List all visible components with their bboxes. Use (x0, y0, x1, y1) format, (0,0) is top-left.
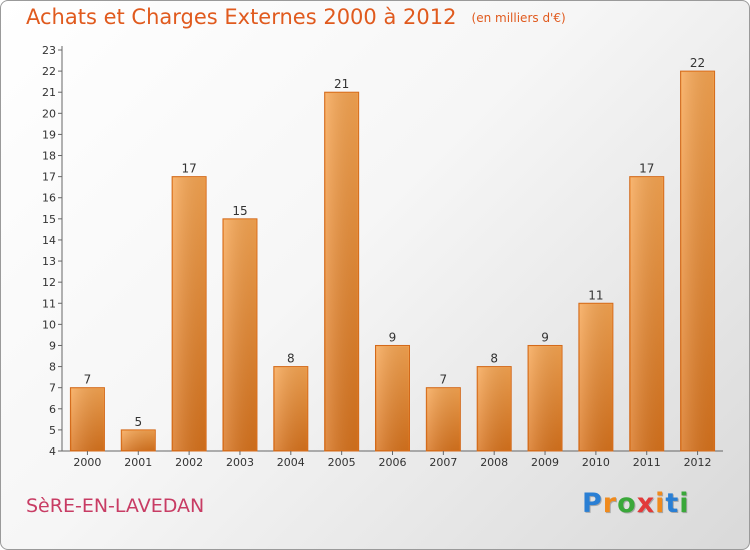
data-label: 8 (490, 352, 498, 366)
data-label: 5 (134, 415, 142, 429)
chart-unit: (en milliers d'€) (471, 11, 566, 25)
y-tick-label: 9 (49, 339, 56, 352)
y-tick-label: 13 (42, 255, 56, 268)
data-label: 8 (287, 352, 295, 366)
y-tick-label: 8 (49, 361, 56, 374)
chart-title-row: Achats et Charges Externes 2000 à 2012 (… (26, 5, 566, 29)
y-tick-label: 5 (49, 424, 56, 437)
bar-shade (376, 346, 409, 450)
bar-shade (630, 177, 663, 450)
commune-name: SèRE-EN-LAVEDAN (26, 495, 205, 517)
y-tick-label: 12 (42, 276, 56, 289)
x-tick-label: 2006 (379, 456, 407, 469)
y-tick-label: 18 (42, 150, 56, 163)
data-label: 17 (181, 162, 196, 176)
bar-shade (529, 346, 562, 450)
x-tick-label: 2011 (633, 456, 661, 469)
data-label: 7 (84, 373, 92, 387)
y-tick-label: 14 (42, 234, 56, 247)
data-label: 9 (389, 330, 397, 344)
x-tick-label: 2001 (124, 456, 152, 469)
y-tick-label: 17 (42, 171, 56, 184)
logo-letter: i (655, 488, 666, 519)
x-tick-label: 2008 (480, 456, 508, 469)
y-tick-label: 16 (42, 192, 56, 205)
y-tick-label: 4 (49, 445, 56, 458)
bar-shade (681, 72, 714, 451)
x-tick-label: 2012 (684, 456, 712, 469)
bar-shade (173, 177, 206, 450)
y-tick-label: 20 (42, 107, 56, 120)
x-tick-label: 2000 (73, 456, 101, 469)
bar-shade (325, 93, 358, 451)
y-tick-label: 19 (42, 128, 56, 141)
x-tick-label: 2009 (531, 456, 559, 469)
data-label: 21 (334, 77, 349, 91)
y-tick-label: 23 (42, 44, 56, 57)
bar-shade (478, 367, 511, 450)
data-label: 7 (440, 373, 448, 387)
chart-title: Achats et Charges Externes 2000 à 2012 (26, 5, 457, 29)
bar-shade (274, 367, 307, 450)
data-label: 17 (639, 162, 654, 176)
y-tick-label: 22 (42, 65, 56, 78)
logo-letter: r (602, 488, 618, 519)
y-tick-label: 21 (42, 86, 56, 99)
bar-shade (223, 219, 256, 450)
x-tick-label: 2004 (277, 456, 305, 469)
x-tick-label: 2005 (328, 456, 356, 469)
y-tick-label: 6 (49, 403, 56, 416)
x-tick-label: 2010 (582, 456, 610, 469)
x-tick-label: 2007 (429, 456, 457, 469)
proxiti-logo: Proxiti (582, 488, 690, 519)
bar-shade (122, 430, 155, 450)
data-label: 15 (232, 204, 247, 218)
bar-shade (579, 304, 612, 450)
bar-shade (71, 388, 104, 450)
y-tick-label: 7 (49, 382, 56, 395)
logo-letter: P (582, 488, 603, 519)
y-tick-label: 15 (42, 213, 56, 226)
data-label: 22 (690, 56, 705, 70)
logo-letter: o (617, 488, 637, 519)
x-tick-label: 2003 (226, 456, 254, 469)
x-tick-label: 2002 (175, 456, 203, 469)
logo-letter: t (665, 488, 680, 519)
data-label: 11 (588, 288, 603, 302)
logo-letter: x (636, 488, 656, 519)
logo-letter: i (679, 488, 690, 519)
bar-shade (427, 388, 460, 450)
y-tick-label: 11 (42, 297, 56, 310)
data-label: 9 (541, 330, 549, 344)
y-tick-label: 10 (42, 318, 56, 331)
